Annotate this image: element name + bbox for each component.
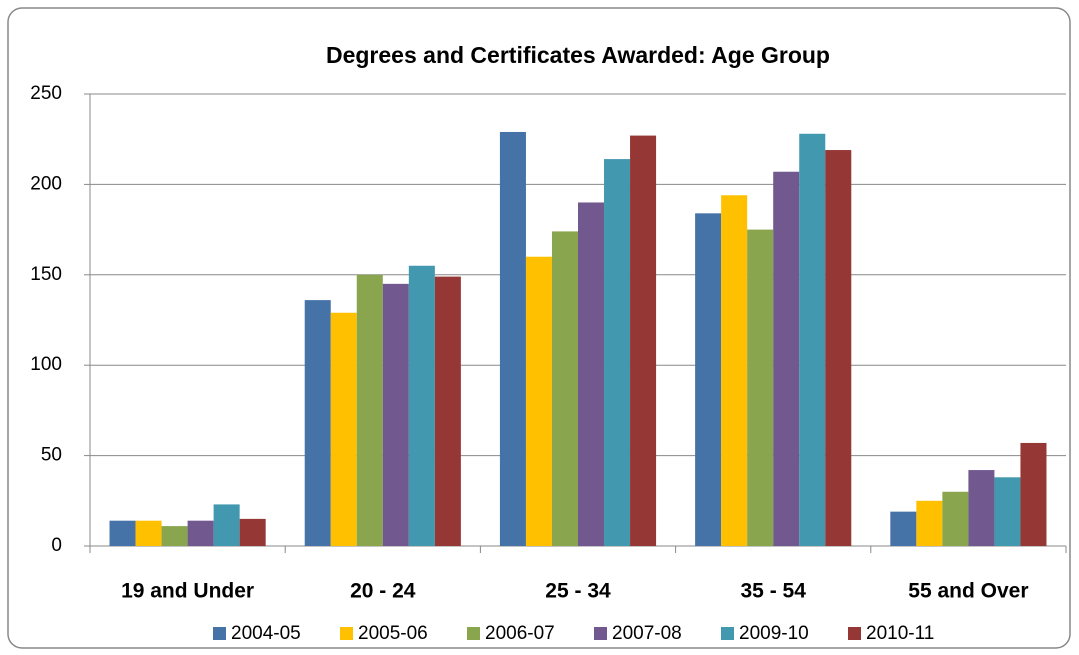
- x-tick-label: 35 - 54: [741, 580, 807, 603]
- y-tick-label: 150: [30, 264, 62, 285]
- bar: [721, 195, 748, 547]
- bar: [695, 213, 722, 546]
- bar: [213, 504, 240, 546]
- legend-label: 2009-10: [739, 623, 809, 644]
- bar: [109, 520, 136, 546]
- bar: [408, 265, 435, 546]
- legend-label: 2004-05: [231, 623, 301, 644]
- bar: [187, 520, 214, 546]
- legend-swatch: [721, 627, 734, 640]
- legend-swatch: [848, 627, 861, 640]
- bar: [1020, 442, 1047, 546]
- bar: [578, 202, 605, 547]
- legend-label: 2007-08: [612, 623, 682, 644]
- chart-title: Degrees and Certificates Awarded: Age Gr…: [326, 42, 830, 68]
- bar: [773, 171, 800, 546]
- bar: [799, 133, 826, 546]
- legend-label: 2005-06: [358, 623, 428, 644]
- x-tick-label: 55 and Over: [908, 580, 1028, 603]
- legend-label: 2006-07: [485, 623, 555, 644]
- bar: [604, 159, 631, 546]
- x-tick-label: 25 - 34: [545, 580, 611, 603]
- bar: [499, 131, 526, 546]
- bar: [551, 231, 578, 546]
- bar: [916, 500, 943, 546]
- bar: [434, 276, 461, 546]
- bar: [330, 312, 357, 546]
- bar: [630, 135, 657, 547]
- bar: [942, 491, 969, 546]
- bar: [890, 511, 917, 546]
- bar: [994, 477, 1021, 546]
- bar: [239, 518, 266, 546]
- bar: [356, 274, 383, 546]
- bar: [825, 150, 852, 546]
- legend-swatch: [340, 627, 353, 640]
- bar: [747, 229, 774, 546]
- bar: [304, 300, 331, 546]
- bar: [135, 520, 162, 546]
- y-tick-label: 100: [30, 354, 62, 375]
- bar: [161, 526, 188, 546]
- legend-swatch: [467, 627, 480, 640]
- x-tick-label: 19 and Under: [121, 580, 254, 603]
- legend-label: 2010-11: [866, 623, 934, 644]
- x-tick-label: 20 - 24: [350, 580, 416, 603]
- legend-swatch: [594, 627, 607, 640]
- legend-swatch: [213, 627, 226, 640]
- y-tick-label: 200: [30, 173, 62, 194]
- y-tick-label: 50: [41, 445, 62, 466]
- y-tick-label: 250: [30, 83, 62, 104]
- bar: [525, 256, 552, 546]
- y-tick-label: 0: [51, 535, 62, 556]
- bar: [968, 470, 995, 546]
- bar: [382, 283, 409, 546]
